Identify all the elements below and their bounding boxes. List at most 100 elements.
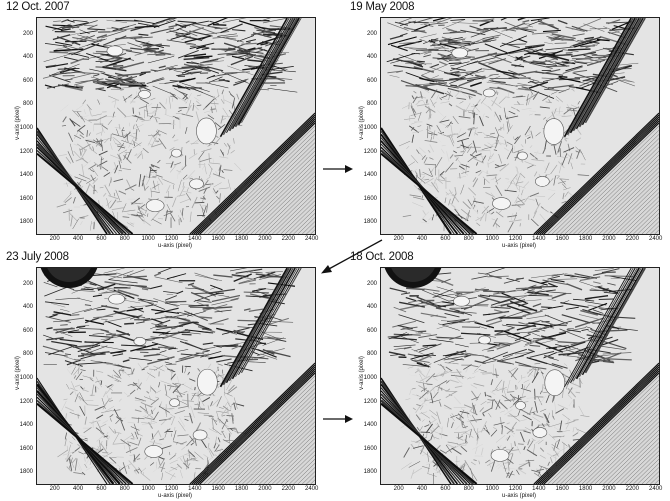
y-tick-label: 1000 (363, 124, 377, 131)
x-tick-label: 1000 (485, 236, 499, 242)
x-tick-label: 400 (417, 486, 428, 492)
y-tick-label: 1400 (363, 422, 377, 429)
y-tick-label: 1000 (363, 374, 377, 381)
x-tick-label: 2200 (625, 236, 639, 242)
x-tick-label: 1600 (555, 486, 569, 492)
arrow-right-icon (323, 415, 353, 423)
x-tick-label: 2000 (258, 236, 272, 242)
x-tick-label: 400 (417, 236, 428, 242)
y-tick-label: 1200 (363, 148, 377, 155)
y-tick-label: 1600 (19, 195, 33, 202)
x-axis-label: u-axis (pixel) (501, 243, 537, 249)
arrow-down-left-icon (321, 239, 383, 274)
terrain-image (36, 17, 316, 235)
panel-title: 18 Oct. 2008 (350, 251, 414, 263)
y-tick-label: 1600 (363, 445, 377, 452)
y-tick-label: 1600 (363, 195, 377, 202)
x-tick-label: 200 (393, 236, 404, 242)
x-tick-label: 600 (96, 236, 107, 242)
x-tick-label: 800 (119, 486, 130, 492)
y-tick-label: 600 (22, 327, 33, 334)
y-tick-label: 800 (366, 351, 377, 358)
y-tick-label: 1800 (363, 469, 377, 476)
y-tick-label: 600 (22, 77, 33, 84)
x-axis-label: u-axis (pixel) (157, 243, 193, 249)
x-tick-label: 800 (119, 236, 130, 242)
x-tick-label: 1200 (508, 486, 523, 492)
x-tick-label: 1400 (532, 236, 546, 242)
x-tick-label: 1000 (141, 236, 155, 242)
x-tick-label: 2200 (625, 486, 639, 492)
terrain-render (37, 18, 315, 234)
x-tick-label: 600 (440, 486, 451, 492)
x-tick-label: 2400 (648, 236, 663, 242)
x-tick-label: 200 (49, 486, 60, 492)
y-tick-label: 1200 (19, 398, 33, 405)
x-tick-label: 1600 (211, 236, 225, 242)
panel-title: 12 Oct. 2007 (6, 1, 70, 13)
x-tick-label: 2000 (602, 236, 616, 242)
x-tick-label: 2400 (304, 486, 319, 492)
y-tick-label: 800 (22, 101, 33, 108)
y-tick-label: 600 (366, 77, 377, 84)
y-tick-label: 1400 (19, 422, 33, 429)
x-tick-label: 600 (96, 486, 107, 492)
y-tick-label: 1400 (19, 172, 33, 179)
x-tick-label: 2200 (281, 236, 295, 242)
y-tick-label: 200 (366, 30, 377, 37)
x-axis-label: u-axis (pixel) (501, 493, 537, 499)
y-tick-label: 200 (22, 30, 33, 37)
panel-23-july-2008: 23 July 2008 v-axis (pixel) u-axis (pixe… (0, 250, 320, 500)
x-tick-label: 1200 (164, 236, 179, 242)
x-tick-label: 1400 (532, 486, 546, 492)
x-tick-label: 1400 (188, 486, 202, 492)
x-tick-label: 400 (73, 236, 84, 242)
y-tick-label: 1800 (19, 219, 33, 226)
terrain-image (36, 267, 316, 485)
x-tick-label: 200 (49, 236, 60, 242)
terrain-image (380, 17, 660, 235)
panel-title: 19 May 2008 (350, 1, 415, 13)
terrain-render (381, 18, 659, 234)
x-tick-label: 1800 (578, 236, 593, 242)
panel-19-may-2008: 19 May 2008 v-axis (pixel) u-axis (pixel… (344, 0, 664, 250)
y-tick-label: 400 (22, 54, 33, 61)
terrain-render (37, 268, 315, 484)
x-tick-label: 1200 (508, 236, 523, 242)
x-tick-label: 1800 (234, 236, 249, 242)
x-tick-label: 1800 (578, 486, 593, 492)
y-tick-label: 1600 (19, 445, 33, 452)
panel-18-oct-2008: 18 Oct. 2008 v-axis (pixel) u-axis (pixe… (344, 250, 664, 500)
y-tick-label: 800 (366, 101, 377, 108)
panel-12-oct-2007: 12 Oct. 2007 v-axis (pixel) u-axis (pixe… (0, 0, 320, 250)
y-tick-label: 400 (366, 54, 377, 61)
y-tick-label: 600 (366, 327, 377, 334)
x-tick-label: 1800 (234, 486, 249, 492)
y-tick-label: 400 (366, 304, 377, 311)
x-tick-label: 800 (463, 486, 474, 492)
x-tick-label: 1600 (555, 236, 569, 242)
y-tick-label: 1000 (19, 374, 33, 381)
x-tick-label: 1000 (141, 486, 155, 492)
y-tick-label: 1200 (19, 148, 33, 155)
x-tick-label: 400 (73, 486, 84, 492)
y-tick-label: 800 (22, 351, 33, 358)
x-tick-label: 600 (440, 236, 451, 242)
y-tick-label: 400 (22, 304, 33, 311)
x-tick-label: 1400 (188, 236, 202, 242)
y-tick-label: 1800 (363, 219, 377, 226)
x-tick-label: 2200 (281, 486, 295, 492)
x-tick-label: 1000 (485, 486, 499, 492)
terrain-image (380, 267, 660, 485)
y-tick-label: 1200 (363, 398, 377, 405)
x-tick-label: 200 (393, 486, 404, 492)
panel-title: 23 July 2008 (6, 251, 69, 263)
y-tick-label: 1800 (19, 469, 33, 476)
terrain-render (381, 268, 659, 484)
x-axis-label: u-axis (pixel) (157, 493, 193, 499)
x-tick-label: 800 (463, 236, 474, 242)
y-tick-label: 1000 (19, 124, 33, 131)
x-tick-label: 2000 (602, 486, 616, 492)
x-tick-label: 1200 (164, 486, 179, 492)
y-tick-label: 200 (366, 280, 377, 287)
